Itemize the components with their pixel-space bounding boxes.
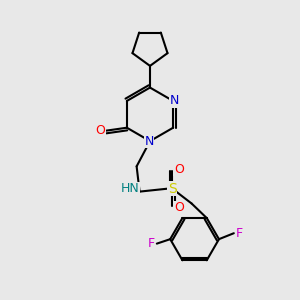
Text: O: O — [96, 124, 106, 137]
Text: N: N — [169, 94, 179, 107]
Text: O: O — [174, 202, 184, 214]
Text: F: F — [236, 227, 243, 240]
Text: O: O — [174, 163, 184, 176]
Text: N: N — [144, 135, 154, 148]
Text: S: S — [168, 182, 177, 196]
Text: F: F — [147, 237, 155, 250]
Text: HN: HN — [121, 182, 140, 195]
